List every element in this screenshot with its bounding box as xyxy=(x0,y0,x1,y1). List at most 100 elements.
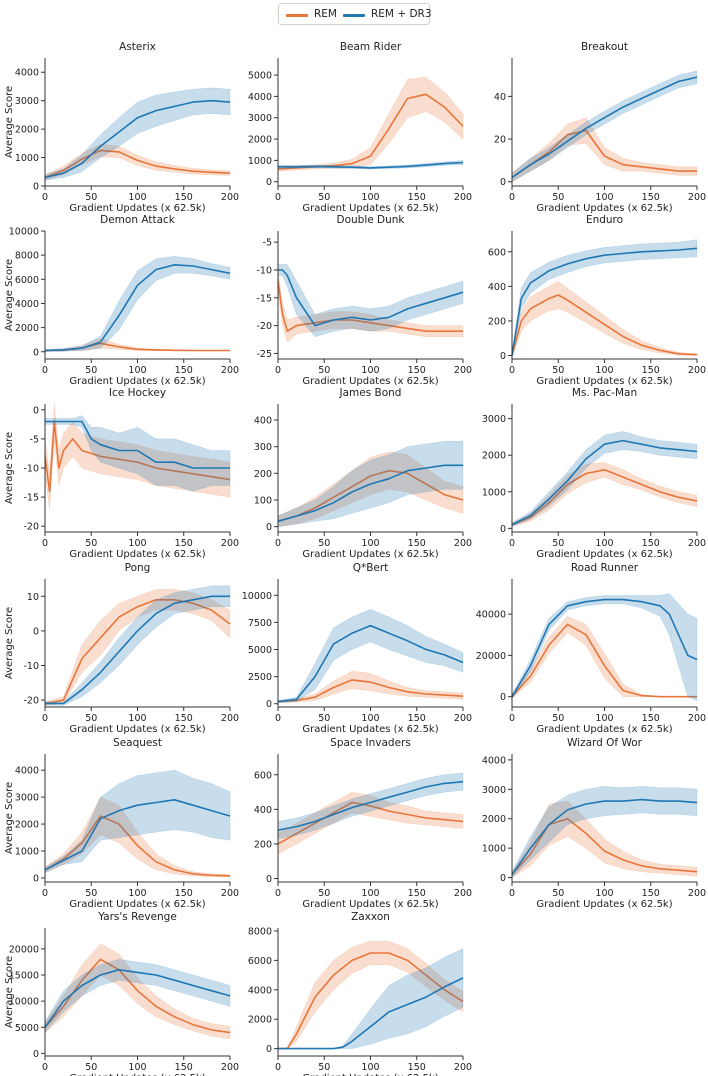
chart-pong-ytick-label: 10 xyxy=(27,592,39,603)
chart-q-bert-rem-dr3-line xyxy=(277,624,464,703)
chart-wizard-of-wor-title: Wizard Of Wor xyxy=(567,737,643,749)
chart-demon-attack-ytick-label: 0 xyxy=(33,347,39,358)
chart-seaquest-ylabel: Average Score xyxy=(4,782,15,854)
chart-yars-s-revenge-ytick-label: 0 xyxy=(33,1049,39,1060)
chart-pong: Pong 0 50 100 150 200 -20 -10 0 10 Gradient Update… xyxy=(4,562,239,735)
chart-yars-s-revenge-ytick-label: 5000 xyxy=(15,1023,39,1034)
chart-space-invaders-ytick-label: 0 xyxy=(266,874,272,885)
chart-wizard-of-wor-rem-band xyxy=(511,800,698,879)
chart-breakout-xtick-label: 0 xyxy=(509,192,515,203)
chart-asterix-ytick-label: 1000 xyxy=(15,153,39,164)
chart-beam-rider-ytick-label: 0 xyxy=(266,177,272,188)
chart-zaxxon-title: Zaxxon xyxy=(351,911,390,923)
chart-space-invaders-xtick-label: 100 xyxy=(361,888,379,899)
chart-q-bert-xlabel: Gradient Updates (x 62.5k) xyxy=(302,724,438,735)
chart-double-dunk-ytick-label: -5 xyxy=(263,238,272,249)
chart-pong-ytick-label: 0 xyxy=(33,626,39,637)
chart-asterix-xtick-label: 200 xyxy=(221,192,239,203)
chart-seaquest-rem-line xyxy=(44,815,231,877)
chart-yars-s-revenge-ylabel: Average Score xyxy=(4,956,15,1028)
chart-enduro-rem-band xyxy=(511,280,698,358)
chart-asterix-ytick-label: 2000 xyxy=(15,125,39,136)
chart-ice-hockey-xtick-label: 50 xyxy=(85,538,97,549)
chart-space-invaders-xlabel: Gradient Updates (x 62.5k) xyxy=(302,899,438,910)
chart-ice-hockey-rem-dr3-line xyxy=(45,420,230,469)
chart-ms-pac-man-xtick-label: 100 xyxy=(595,538,613,549)
chart-seaquest-ytick-label: 4000 xyxy=(15,766,39,777)
chart-road-runner-xtick-label: 100 xyxy=(595,713,613,724)
chart-asterix-xtick-label: 50 xyxy=(85,192,97,203)
chart-breakout-xtick-label: 50 xyxy=(552,192,564,203)
chart-pong-xtick-label: 0 xyxy=(42,713,48,724)
chart-demon-attack-title: Demon Attack xyxy=(100,214,176,226)
legend-swatch-rem xyxy=(286,14,308,17)
chart-enduro-ytick-label: 200 xyxy=(488,316,506,327)
chart-ice-hockey-ytick-label: -15 xyxy=(23,493,39,504)
chart-beam-rider-ytick-label: 1000 xyxy=(248,156,272,167)
chart-breakout-rem-line xyxy=(511,129,697,179)
chart-q-bert-xtick-label: 100 xyxy=(361,713,379,724)
chart-james-bond-rem-line xyxy=(277,469,464,523)
chart-yars-s-revenge-xtick-label: 200 xyxy=(221,1062,239,1073)
chart-asterix-xtick-label: 150 xyxy=(175,192,193,203)
chart-breakout-ytick-label: 20 xyxy=(494,135,506,146)
chart-zaxxon-ytick-label: 8000 xyxy=(248,926,272,937)
chart-yars-s-revenge-rem-line xyxy=(44,958,231,1034)
chart-beam-rider-xlabel: Gradient Updates (x 62.5k) xyxy=(302,203,438,214)
chart-road-runner-xtick-label: 200 xyxy=(688,713,706,724)
chart-breakout: Breakout 0 50 100 150 200 0 20 40 Gradient Update… xyxy=(494,41,706,214)
chart-pong-title: Pong xyxy=(125,562,151,574)
chart-road-runner-xtick-label: 150 xyxy=(642,713,660,724)
chart-wizard-of-wor-rem-dr3-line xyxy=(511,798,698,876)
chart-beam-rider-xtick-label: 0 xyxy=(275,192,281,203)
chart-seaquest-rem-dr3-line xyxy=(44,798,231,871)
chart-road-runner-title: Road Runner xyxy=(571,562,639,574)
chart-enduro: Enduro 0 50 100 150 200 0 200 400 600 Gradient Upd… xyxy=(488,214,706,387)
chart-zaxxon-ytick-label: 0 xyxy=(266,1044,272,1055)
chart-double-dunk-title: Double Dunk xyxy=(336,214,405,226)
chart-ms-pac-man-xlabel: Gradient Updates (x 62.5k) xyxy=(536,549,672,560)
chart-breakout-xtick-label: 150 xyxy=(642,192,660,203)
chart-zaxxon: Zaxxon05010015020002000400060008000Gradi… xyxy=(248,911,472,1076)
chart-road-runner-xlabel: Gradient Updates (x 62.5k) xyxy=(536,724,672,735)
chart-space-invaders-title: Space Invaders xyxy=(330,737,411,749)
chart-yars-s-revenge-xlabel: Gradient Updates (x 62.5k) xyxy=(69,1073,205,1076)
chart-james-bond-xtick-label: 100 xyxy=(361,538,379,549)
chart-ms-pac-man-ytick-label: 2000 xyxy=(482,451,506,462)
chart-yars-s-revenge-title: Yars's Revenge xyxy=(97,911,177,923)
chart-beam-rider-xtick-label: 50 xyxy=(318,192,330,203)
chart-road-runner-rem-dr3-band xyxy=(511,593,698,702)
chart-james-bond-ytick-label: 400 xyxy=(254,416,272,427)
chart-enduro-xtick-label: 50 xyxy=(552,365,564,376)
chart-asterix-ytick-label: 3000 xyxy=(15,96,39,107)
chart-q-bert-ytick-label: 2500 xyxy=(248,672,272,683)
chart-ms-pac-man-ytick-label: 0 xyxy=(500,524,506,535)
chart-wizard-of-wor-xtick-label: 50 xyxy=(552,888,564,899)
chart-enduro-title: Enduro xyxy=(586,214,623,226)
chart-asterix-rem-dr3-line xyxy=(44,99,231,179)
chart-double-dunk-ytick-label: -20 xyxy=(256,321,272,332)
chart-enduro-ytick-label: 600 xyxy=(488,247,506,258)
chart-ice-hockey-xtick-label: 100 xyxy=(128,538,146,549)
chart-q-bert-rem-line xyxy=(277,679,464,703)
chart-space-invaders-xtick-label: 0 xyxy=(275,888,281,899)
chart-pong-ylabel: Average Score xyxy=(4,607,15,679)
chart-breakout-xtick-label: 200 xyxy=(688,192,706,203)
chart-road-runner: Road Runner 0 50 100 150 200 0 20000 40000 Gradie… xyxy=(476,562,706,735)
chart-james-bond-ytick-label: 300 xyxy=(254,442,272,453)
chart-q-bert-rem-band xyxy=(277,670,464,703)
chart-space-invaders-rem-dr3-band xyxy=(277,772,464,840)
chart-enduro-rem-dr3-line xyxy=(511,247,698,356)
chart-double-dunk-xtick-label: 150 xyxy=(408,365,426,376)
chart-road-runner-ytick-label: 20000 xyxy=(476,651,506,662)
chart-beam-rider-ytick-label: 3000 xyxy=(248,113,272,124)
chart-breakout-ytick-label: 0 xyxy=(500,177,506,188)
chart-enduro-xtick-label: 200 xyxy=(688,365,706,376)
chart-beam-rider-ytick-label: 4000 xyxy=(248,92,272,103)
chart-pong-rem-band xyxy=(44,589,231,706)
chart-ms-pac-man-xtick-label: 150 xyxy=(642,538,660,549)
chart-wizard-of-wor-xtick-label: 200 xyxy=(688,888,706,899)
